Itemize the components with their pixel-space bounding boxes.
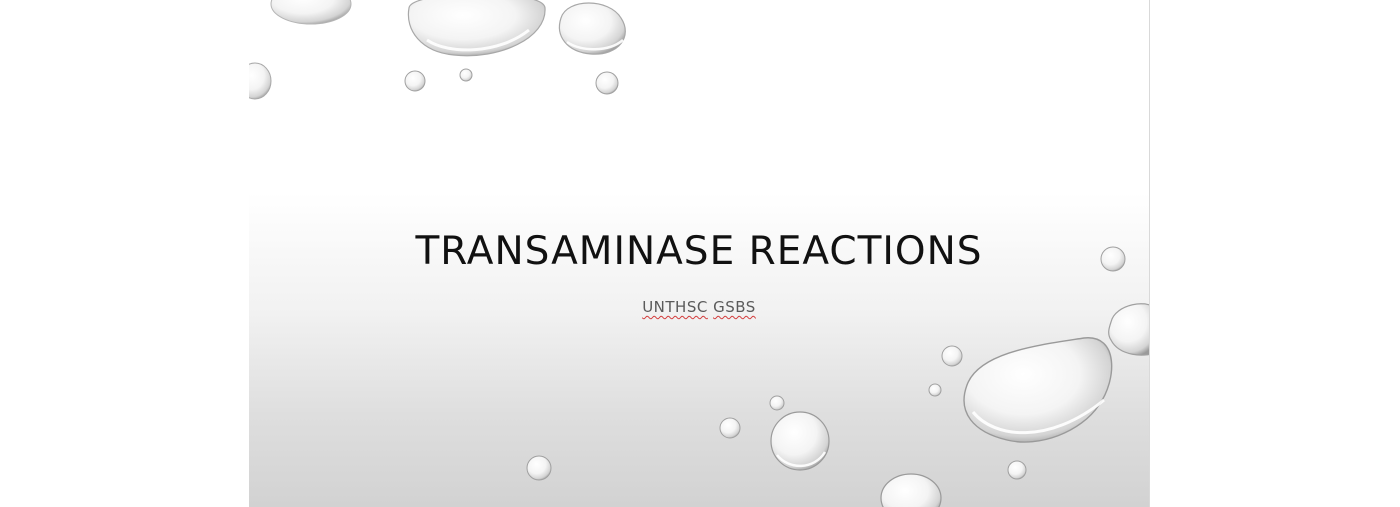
drop-small-2 [459,68,473,82]
drop-small-3 [595,71,619,95]
drop-right-small-1 [1100,246,1126,272]
drop-top-left-2 [407,0,546,57]
drop-bottom-small-2 [719,417,741,439]
drop-bottom-partial [880,473,942,507]
drop-left-edge [249,62,272,100]
drop-bottom-small-4 [526,455,552,481]
slide-title[interactable]: TRANSAMINASE REACTIONS [415,229,983,274]
drop-bottom-medium [770,411,830,471]
drop-right-small-3 [928,383,942,397]
title-slide[interactable]: TRANSAMINASE REACTIONS UNTHSC GSBS [249,0,1150,507]
drop-small-1 [404,70,426,92]
drop-top-left-1 [270,0,352,25]
drop-right-large [963,337,1113,443]
drop-right-small-2 [941,345,963,367]
slide-subtitle[interactable]: UNTHSC GSBS [249,296,1149,318]
drop-bottom-small-1 [769,395,785,411]
water-drops-background [249,0,1149,507]
subtitle-word-unthsc: UNTHSC [642,298,708,316]
drop-bottom-small-3 [1007,460,1027,480]
drop-right-edge [1108,303,1149,356]
subtitle-word-gsbs: GSBS [713,298,756,316]
drop-top-left-3 [558,2,626,55]
